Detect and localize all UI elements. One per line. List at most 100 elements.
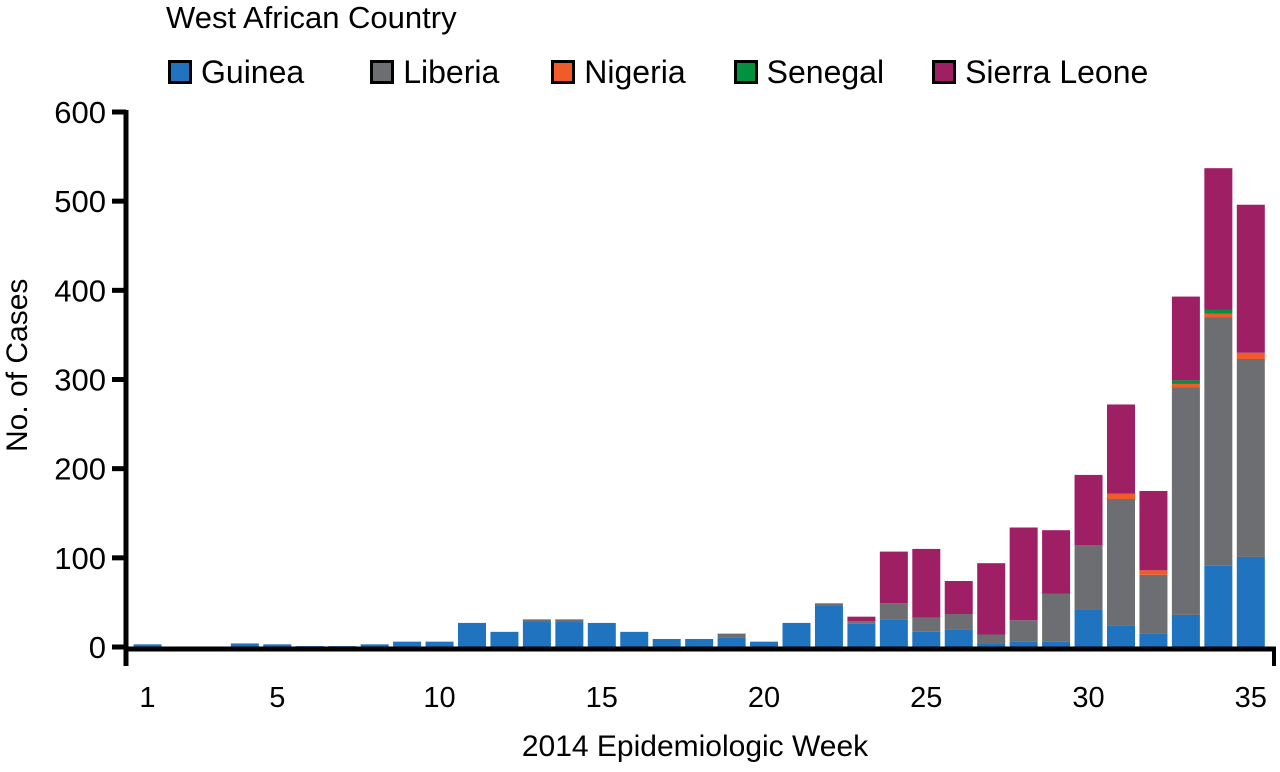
legend-swatch — [551, 60, 576, 84]
bar-week-21-guinea — [782, 622, 811, 647]
bar-week-34-sierra-leone — [1204, 168, 1233, 310]
bar-week-35-sierra-leone — [1236, 204, 1265, 353]
bar-week-34-senegal — [1204, 309, 1233, 314]
bar-week-24-guinea — [879, 619, 908, 647]
bar-week-26-guinea — [944, 629, 973, 647]
x-tick-label-1: 1 — [139, 682, 155, 714]
legend-label: Sierra Leone — [965, 53, 1149, 90]
bar-week-29-guinea — [1042, 641, 1071, 647]
bar-week-32-nigeria — [1139, 570, 1168, 575]
bar-week-33-guinea — [1171, 614, 1200, 647]
bar-week-28-guinea — [1009, 641, 1038, 647]
bar-week-27-liberia — [977, 634, 1006, 644]
legend-item-liberia: Liberia — [370, 54, 499, 91]
bar-week-28-liberia — [1009, 620, 1038, 642]
x-axis-label: 2014 Epidemiologic Week — [521, 730, 869, 763]
x-tick-label-25: 25 — [910, 682, 942, 714]
x-tick-label-35: 35 — [1235, 682, 1267, 714]
bar-week-20-guinea — [750, 641, 779, 647]
bar-week-8-guinea — [360, 644, 389, 647]
legend-swatch — [370, 60, 395, 84]
legend-item-guinea: Guinea — [168, 54, 304, 91]
legend-swatch — [733, 60, 758, 84]
bar-week-27-sierra-leone — [977, 563, 1006, 635]
y-tick-label-0: 0 — [89, 630, 106, 665]
bar-week-25-sierra-leone — [912, 548, 941, 618]
bar-week-25-guinea — [912, 631, 941, 647]
bar-week-35-liberia — [1236, 358, 1265, 557]
bar-week-24-sierra-leone — [879, 551, 908, 604]
y-tick-label-200: 200 — [54, 452, 106, 487]
bar-week-31-sierra-leone — [1107, 404, 1135, 494]
bar-week-10-guinea — [425, 641, 454, 647]
x-tick-label-30: 30 — [1072, 682, 1104, 714]
bar-week-18-guinea — [685, 638, 714, 647]
bar-week-9-guinea — [393, 641, 422, 647]
bar-week-30-liberia — [1074, 545, 1103, 610]
bar-week-4-guinea — [230, 643, 259, 647]
bar-week-23-guinea — [847, 623, 876, 647]
y-axis-label: No. of Cases — [1, 278, 34, 452]
bar-week-1-guinea — [133, 644, 162, 647]
bar-week-22-liberia — [814, 603, 843, 606]
legend-swatch — [168, 60, 192, 84]
bar-week-19-guinea — [717, 637, 746, 647]
bar-week-34-nigeria — [1204, 313, 1233, 318]
bar-week-31-nigeria — [1107, 493, 1135, 499]
bar-week-12-guinea — [490, 631, 519, 647]
bar-week-33-nigeria — [1171, 383, 1200, 388]
y-tick-label-300: 300 — [54, 363, 106, 398]
bar-week-14-guinea — [555, 622, 584, 647]
bar-week-24-liberia — [879, 603, 908, 620]
bar-week-31-guinea — [1107, 625, 1135, 647]
bar-week-23-liberia — [847, 621, 876, 624]
bar-week-19-liberia — [717, 633, 746, 638]
legend-label: Liberia — [403, 53, 500, 90]
legend-swatch — [932, 60, 957, 84]
bar-week-13-guinea — [522, 622, 551, 647]
x-tick-label-10: 10 — [423, 682, 455, 714]
bar-week-31-liberia — [1107, 498, 1135, 626]
bar-week-26-sierra-leone — [944, 581, 973, 615]
x-tick-label-20: 20 — [748, 682, 780, 714]
legend: Guinea Liberia Nigeria Senegal Sierra Leone — [168, 52, 1148, 92]
bar-week-17-guinea — [652, 638, 681, 647]
bar-week-32-liberia — [1139, 574, 1168, 634]
bar-week-27-guinea — [977, 643, 1006, 647]
bar-week-32-guinea — [1139, 633, 1168, 647]
bar-week-33-sierra-leone — [1171, 296, 1200, 381]
y-tick-label-500: 500 — [54, 184, 106, 219]
bar-week-30-guinea — [1074, 609, 1103, 647]
legend-title: West African Country — [166, 0, 457, 35]
bar-week-16-guinea — [620, 631, 649, 647]
bar-week-34-guinea — [1204, 565, 1233, 647]
legend-label: Guinea — [201, 53, 305, 90]
y-tick-label-600: 600 — [54, 95, 106, 130]
bar-week-29-sierra-leone — [1042, 530, 1071, 594]
legend-item-sierra-leone: Sierra Leone — [932, 54, 1148, 91]
bar-week-14-liberia — [555, 619, 584, 623]
legend-item-senegal: Senegal — [733, 53, 885, 91]
bar-week-25-liberia — [912, 617, 941, 632]
bar-week-30-sierra-leone — [1074, 474, 1103, 546]
legend-label: Nigeria — [584, 53, 686, 90]
bar-week-33-senegal — [1171, 380, 1200, 384]
bar-week-29-liberia — [1042, 593, 1071, 642]
bar-week-35-nigeria — [1236, 352, 1265, 359]
bar-week-26-liberia — [944, 614, 973, 630]
y-tick-label-100: 100 — [54, 541, 106, 576]
bar-week-5-guinea — [263, 644, 292, 647]
legend-label: Senegal — [766, 53, 885, 90]
bar-week-35-guinea — [1236, 556, 1265, 647]
bar-week-15-guinea — [587, 622, 616, 647]
bar-week-11-guinea — [458, 622, 486, 647]
bar-week-23-sierra-leone — [847, 616, 876, 622]
x-tick-label-5: 5 — [269, 682, 285, 714]
bar-week-28-sierra-leone — [1009, 527, 1038, 621]
x-tick-label-15: 15 — [586, 682, 618, 714]
bar-week-32-sierra-leone — [1139, 490, 1168, 571]
y-tick-label-400: 400 — [54, 273, 106, 308]
bar-week-13-liberia — [522, 619, 551, 623]
bar-week-34-liberia — [1204, 317, 1233, 566]
